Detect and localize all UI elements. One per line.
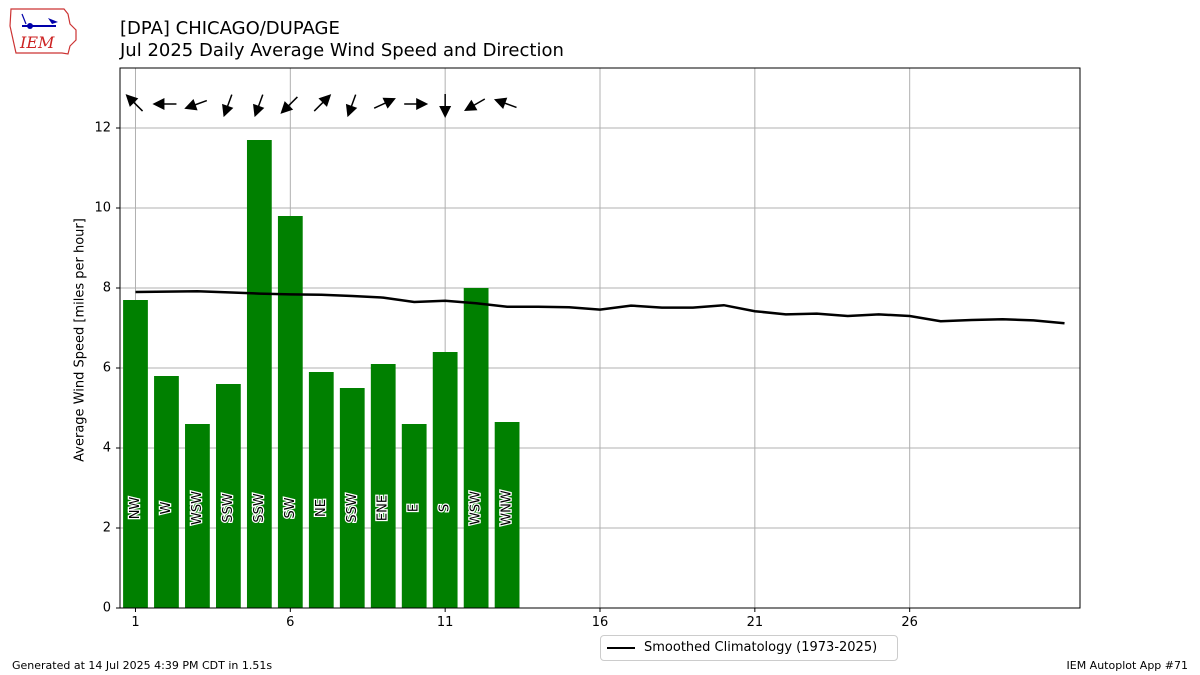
wind-speed-bar bbox=[494, 422, 520, 608]
direction-labels: NW W WSW SSW SSW SW NE SSW ENE E S WSW WNW bbox=[127, 489, 516, 527]
wind-arrow bbox=[493, 97, 517, 109]
wind-speed-bar bbox=[308, 372, 334, 608]
wind-speed-bar bbox=[246, 140, 272, 608]
wind-arrow bbox=[464, 98, 486, 111]
chart-title-station: [DPA] CHICAGO/DUPAGE bbox=[120, 18, 340, 39]
iowa-outline-shape bbox=[9, 8, 77, 55]
wind-arrow-shaft bbox=[503, 101, 517, 109]
iem-logo-icon: IEM bbox=[9, 8, 77, 55]
wind-arrow-head bbox=[345, 103, 358, 118]
y-tick-label: 12 bbox=[94, 121, 111, 136]
wind-arrow-shaft bbox=[286, 96, 298, 108]
y-tick-label: 6 bbox=[103, 361, 111, 376]
x-tick-label: 21 bbox=[747, 615, 764, 630]
y-tick-label: 4 bbox=[103, 441, 111, 456]
y-tick-label: 0 bbox=[103, 601, 111, 616]
wind-speed-bar bbox=[154, 376, 179, 608]
generated-timestamp: Generated at 14 Jul 2025 4:39 PM CDT in … bbox=[12, 659, 273, 672]
wind-speed-bar bbox=[216, 384, 241, 608]
wind-speed-bars bbox=[123, 140, 520, 608]
x-tick-label: 16 bbox=[592, 615, 609, 630]
wind-arrow-shaft bbox=[257, 94, 264, 109]
wind-arrow bbox=[373, 97, 396, 109]
wind-arrow bbox=[152, 98, 177, 110]
wind-speed-bar bbox=[463, 288, 489, 608]
wind-arrow bbox=[253, 94, 265, 118]
climatology-line bbox=[135, 289, 1065, 325]
chart-title-description: Jul 2025 Daily Average Wind Speed and Di… bbox=[120, 40, 564, 61]
wind-arrow bbox=[439, 94, 452, 118]
wind-arrow bbox=[345, 94, 358, 118]
y-tick-label: 8 bbox=[103, 281, 111, 296]
app-identifier: IEM Autoplot App #71 bbox=[1066, 659, 1189, 672]
x-tick-label: 26 bbox=[901, 615, 918, 630]
wind-direction-arrows bbox=[125, 94, 517, 118]
direction-label: S bbox=[438, 504, 453, 512]
direction-label: SW bbox=[283, 497, 298, 518]
climatology-line-group bbox=[135, 289, 1065, 325]
wind-arrow-shaft bbox=[313, 100, 325, 112]
x-tick-label: 1 bbox=[131, 615, 139, 630]
wind-arrow-head bbox=[152, 98, 165, 110]
wind-arrow bbox=[184, 99, 208, 111]
direction-label: SSW bbox=[345, 493, 360, 523]
direction-label: NW bbox=[128, 497, 143, 520]
wind-speed-bar bbox=[185, 424, 210, 608]
wind-arrow bbox=[404, 98, 429, 110]
x-tick-label: 6 bbox=[286, 615, 294, 630]
wind-arrow bbox=[125, 94, 144, 112]
legend-label: Smoothed Climatology (1973-2025) bbox=[644, 640, 878, 655]
y-axis-label: Average Wind Speed [miles per hour] bbox=[73, 218, 88, 462]
wind-arrow-shaft bbox=[226, 94, 233, 109]
wind-speed-bar bbox=[123, 300, 148, 608]
wind-arrow-head bbox=[382, 97, 396, 109]
direction-label: W bbox=[159, 501, 174, 514]
direction-label: SSW bbox=[221, 493, 236, 523]
x-tick-label: 11 bbox=[437, 615, 454, 630]
direction-label: SSW bbox=[252, 493, 267, 523]
wind-arrow-shaft bbox=[193, 99, 208, 107]
wind-speed-bar bbox=[339, 388, 365, 608]
logo-text: IEM bbox=[19, 33, 55, 52]
wind-arrow-head bbox=[439, 106, 452, 118]
direction-label: WNW bbox=[500, 490, 515, 526]
wind-arrow-shaft bbox=[472, 98, 486, 107]
wind-arrow-shaft bbox=[132, 100, 144, 112]
wind-arrow-head bbox=[464, 99, 478, 111]
chart-legend: Smoothed Climatology (1973-2025) bbox=[600, 635, 898, 661]
direction-label: E bbox=[407, 504, 422, 512]
wind-arrow-shaft bbox=[373, 101, 388, 109]
wind-arrow-head bbox=[253, 103, 265, 118]
wind-arrow bbox=[280, 96, 298, 114]
y-tick-label: 10 bbox=[94, 201, 111, 216]
wind-speed-bar bbox=[370, 364, 396, 608]
wind-arrow-shaft bbox=[350, 94, 357, 109]
wind-speed-bar bbox=[401, 424, 427, 608]
direction-label: NE bbox=[314, 499, 329, 517]
direction-label: WSW bbox=[190, 491, 205, 525]
wind-arrow-head bbox=[222, 103, 234, 118]
wind-arrow-head bbox=[184, 99, 198, 111]
y-tick-label: 2 bbox=[103, 521, 111, 536]
wind-speed-bar bbox=[432, 352, 458, 608]
wind-arrow-head bbox=[493, 97, 508, 109]
wind-arrow bbox=[313, 94, 332, 112]
wind-arrow bbox=[222, 94, 234, 118]
direction-label: ENE bbox=[376, 495, 391, 521]
wind-arrow-head bbox=[416, 98, 429, 110]
wind-speed-bar bbox=[277, 216, 303, 608]
direction-label: WSW bbox=[469, 491, 484, 525]
legend-line-swatch bbox=[607, 647, 635, 649]
